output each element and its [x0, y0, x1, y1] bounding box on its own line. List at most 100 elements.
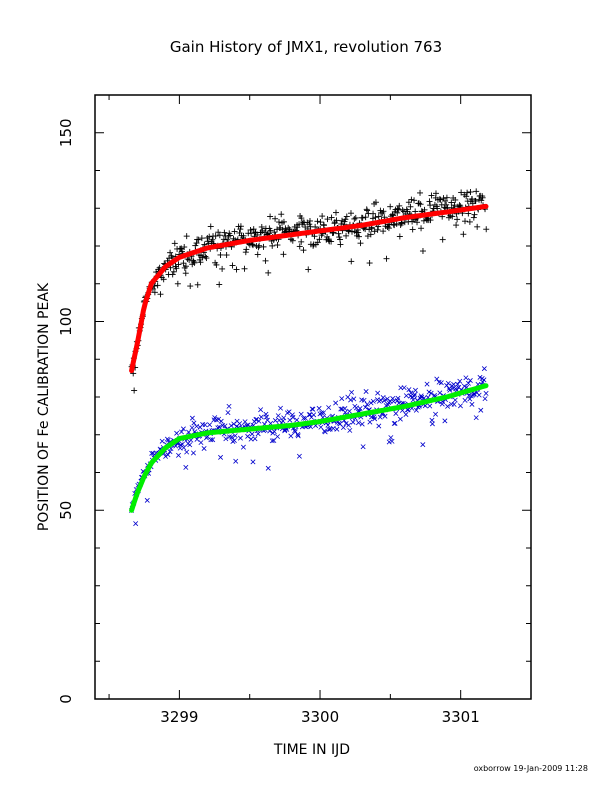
- plus-marker: [347, 210, 354, 217]
- plus-marker: [395, 206, 402, 213]
- cross-marker: [212, 415, 218, 421]
- plus-marker: [417, 201, 424, 208]
- cross-marker: [290, 414, 296, 420]
- plus-marker: [337, 236, 344, 243]
- x-tick-label: 3299: [160, 708, 198, 726]
- cross-marker: [275, 413, 281, 419]
- plus-marker: [131, 387, 138, 394]
- plus-marker: [389, 211, 396, 218]
- plus-marker: [311, 233, 318, 240]
- plus-marker: [426, 198, 433, 205]
- cross-marker: [165, 452, 171, 458]
- plus-marker: [408, 196, 415, 203]
- cross-marker: [310, 406, 316, 412]
- plus-marker: [479, 194, 486, 201]
- plus-marker: [194, 281, 201, 288]
- cross-marker: [372, 416, 378, 422]
- cross-marker: [376, 423, 382, 429]
- cross-marker: [226, 403, 232, 409]
- plus-marker: [440, 195, 447, 202]
- cross-marker: [359, 421, 365, 427]
- plus-marker: [387, 203, 394, 210]
- cross-marker: [410, 397, 416, 403]
- plus-marker: [187, 283, 194, 290]
- cross-marker: [467, 378, 473, 383]
- plus-marker: [219, 265, 226, 272]
- plus-marker: [460, 231, 467, 238]
- cross-marker: [389, 438, 395, 444]
- plus-marker: [206, 233, 213, 240]
- cross-marker: [467, 396, 473, 402]
- cross-marker: [401, 385, 407, 391]
- cross-marker: [413, 407, 419, 413]
- cross-marker: [298, 411, 304, 417]
- cross-marker: [218, 454, 224, 460]
- cross-marker: [483, 390, 489, 396]
- plus-marker: [249, 242, 256, 249]
- cross-marker: [424, 381, 430, 387]
- plus-marker: [320, 222, 327, 229]
- cross-marker: [346, 408, 352, 414]
- cross-marker: [149, 450, 155, 456]
- cross-marker: [258, 414, 264, 420]
- cross-marker: [275, 434, 280, 440]
- plus-marker: [474, 223, 481, 230]
- cross-marker: [255, 431, 261, 437]
- plus-marker: [465, 210, 472, 217]
- cross-marker: [452, 397, 458, 403]
- plus-marker: [337, 241, 344, 248]
- plus-marker: [243, 246, 250, 253]
- cross-marker: [350, 419, 356, 425]
- cross-marker: [271, 429, 277, 435]
- plus-marker: [258, 223, 265, 230]
- cross-marker: [294, 417, 300, 423]
- plus-marker: [154, 282, 161, 289]
- plus-marker: [160, 276, 167, 283]
- plus-marker: [289, 237, 296, 244]
- plus-marker: [310, 242, 317, 249]
- cross-marker: [438, 380, 444, 386]
- cross-marker: [403, 412, 409, 418]
- plus-marker: [178, 245, 185, 252]
- plus-marker: [396, 202, 403, 209]
- cross-marker: [360, 444, 366, 450]
- plus-marker: [294, 224, 301, 231]
- plus-marker: [349, 228, 356, 235]
- plus-marker: [296, 243, 303, 250]
- cross-marker: [249, 431, 255, 437]
- plus-marker: [197, 259, 204, 266]
- plus-marker: [449, 213, 456, 220]
- cross-marker: [237, 421, 243, 427]
- cross-marker: [457, 378, 463, 384]
- cross-marker: [265, 465, 271, 471]
- cross-marker: [179, 441, 185, 447]
- plus-marker: [443, 194, 450, 201]
- cross-marker: [361, 397, 367, 403]
- plus-marker: [452, 196, 459, 203]
- plus-marker: [351, 215, 358, 222]
- cross-marker: [364, 401, 370, 407]
- cross-marker: [481, 377, 487, 383]
- plus-marker: [367, 231, 374, 238]
- plus-marker: [414, 219, 421, 226]
- cross-marker: [393, 411, 399, 416]
- cross-marker: [159, 438, 165, 444]
- cross-marker: [216, 424, 222, 430]
- cross-marker: [391, 398, 397, 404]
- cross-marker: [367, 419, 373, 425]
- plus-marker: [265, 269, 272, 276]
- plus-marker: [213, 261, 220, 268]
- plus-marker: [298, 238, 305, 245]
- cross-marker: [403, 393, 409, 399]
- plus-marker: [407, 203, 414, 210]
- cross-marker: [395, 395, 401, 401]
- cross-marker: [397, 416, 403, 422]
- cross-marker: [271, 438, 277, 444]
- plus-marker: [456, 202, 463, 209]
- cross-marker: [295, 432, 301, 437]
- cross-marker: [478, 407, 484, 413]
- plus-marker: [272, 215, 279, 222]
- plus-marker: [471, 211, 478, 218]
- cross-marker: [325, 422, 331, 428]
- plus-marker: [328, 238, 335, 245]
